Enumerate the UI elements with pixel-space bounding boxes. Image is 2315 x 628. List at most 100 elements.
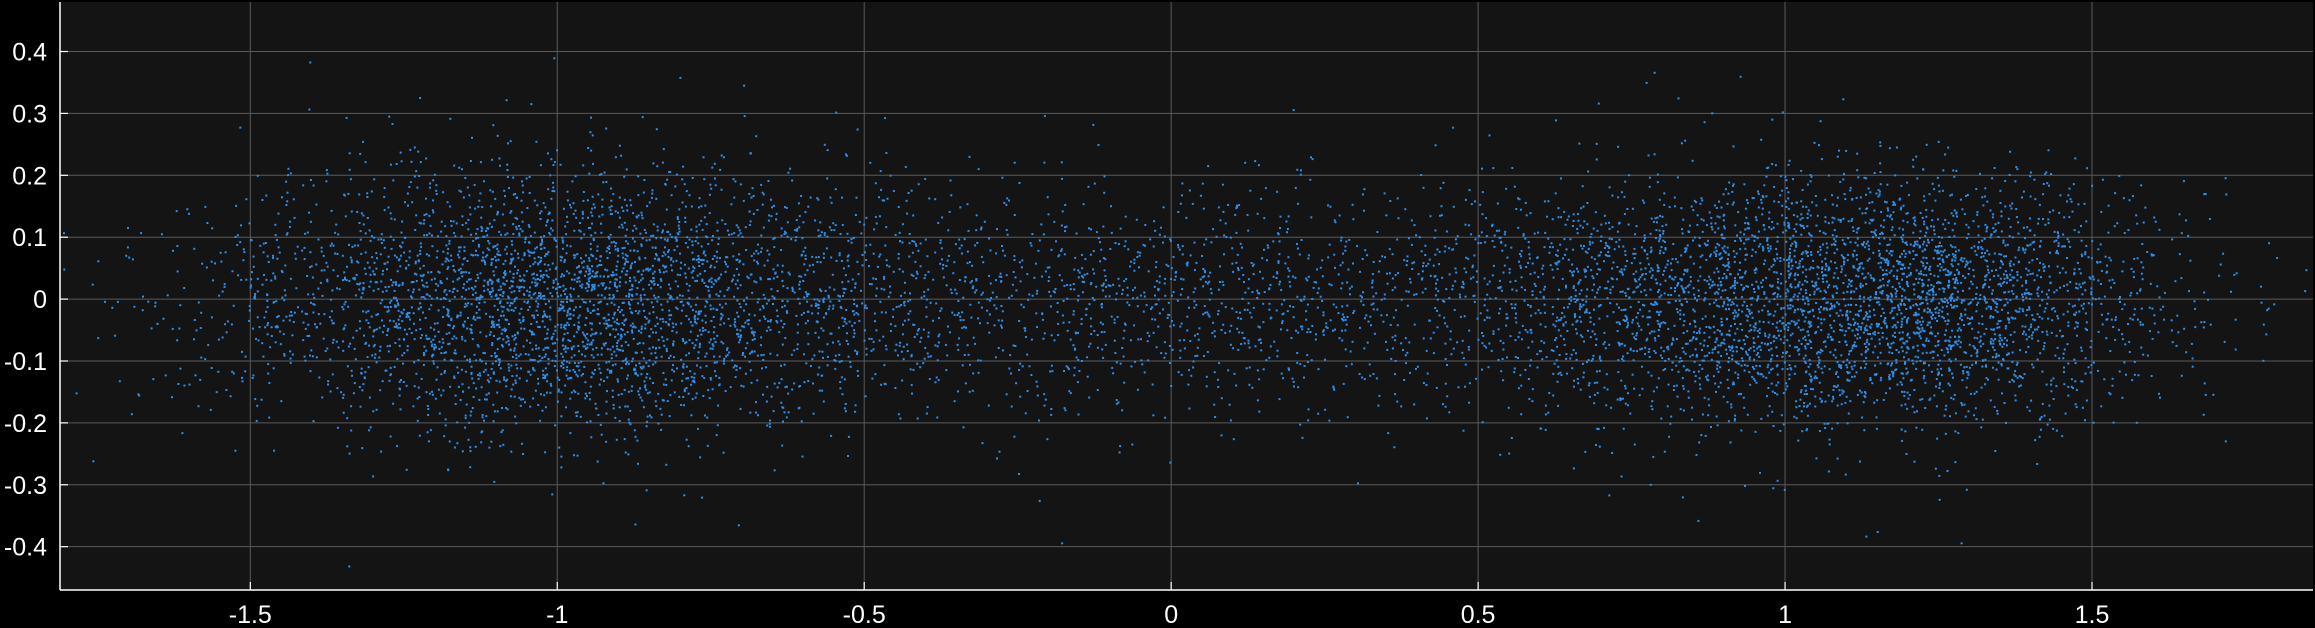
- scatter-point: [1878, 242, 1881, 245]
- scatter-point: [1235, 231, 1238, 234]
- scatter-point: [1797, 326, 1800, 329]
- scatter-point: [453, 375, 456, 378]
- scatter-point: [523, 300, 526, 303]
- scatter-point: [1905, 243, 1908, 246]
- scatter-point: [715, 280, 718, 283]
- scatter-point: [1481, 167, 1483, 170]
- scatter-point: [1187, 296, 1190, 299]
- scatter-point: [1794, 278, 1797, 281]
- scatter-point: [1884, 261, 1887, 264]
- scatter-point: [1885, 392, 1887, 395]
- scatter-point: [342, 396, 345, 399]
- scatter-point: [1625, 316, 1628, 319]
- scatter-point: [588, 343, 591, 346]
- scatter-point: [219, 251, 222, 254]
- scatter-point: [720, 188, 723, 191]
- scatter-point: [974, 291, 976, 294]
- scatter-point: [1713, 292, 1716, 295]
- scatter-point: [244, 355, 247, 358]
- scatter-point: [1132, 297, 1135, 300]
- scatter-point: [386, 310, 389, 313]
- scatter-point: [1471, 266, 1474, 269]
- scatter-point: [1418, 236, 1421, 239]
- scatter-point: [1838, 365, 1841, 368]
- scatter-point: [1853, 249, 1856, 252]
- scatter-point: [602, 282, 605, 285]
- scatter-point: [1776, 373, 1779, 376]
- scatter-point: [987, 404, 990, 407]
- scatter-point: [634, 310, 637, 312]
- scatter-point: [2036, 358, 2039, 361]
- scatter-point: [756, 209, 759, 211]
- scatter-point: [263, 273, 265, 276]
- scatter-point: [432, 362, 435, 365]
- scatter-point: [1809, 294, 1811, 296]
- scatter-point: [1520, 384, 1523, 387]
- scatter-point: [791, 388, 794, 391]
- scatter-point: [1925, 226, 1928, 229]
- scatter-point: [614, 285, 616, 288]
- scatter-point: [561, 307, 564, 309]
- scatter-point: [1160, 226, 1162, 229]
- scatter-point: [399, 244, 401, 247]
- scatter-point: [478, 398, 481, 401]
- scatter-point: [1760, 198, 1763, 201]
- scatter-point: [505, 99, 508, 102]
- scatter-point: [570, 346, 573, 349]
- scatter-point: [1790, 267, 1793, 270]
- scatter-point: [1638, 325, 1641, 328]
- scatter-point: [2133, 313, 2136, 316]
- scatter-point: [2046, 333, 2049, 336]
- scatter-point: [679, 76, 682, 79]
- scatter-point: [533, 316, 536, 319]
- scatter-point: [1186, 315, 1189, 318]
- scatter-point: [1205, 375, 1208, 378]
- scatter-point: [405, 316, 408, 319]
- scatter-point: [1744, 258, 1747, 261]
- scatter-point: [470, 253, 473, 256]
- scatter-point: [1905, 453, 1908, 455]
- scatter-point: [1631, 318, 1634, 321]
- scatter-point: [175, 210, 178, 213]
- scatter-point: [500, 431, 503, 434]
- scatter-point: [581, 353, 583, 356]
- scatter-point: [636, 374, 639, 377]
- scatter-point: [1208, 280, 1211, 283]
- scatter-point: [297, 306, 299, 309]
- scatter-point: [1577, 282, 1580, 285]
- scatter-point: [1801, 283, 1804, 286]
- scatter-point: [361, 389, 364, 392]
- scatter-point: [1745, 285, 1748, 288]
- scatter-point: [375, 361, 378, 364]
- scatter-point: [372, 289, 375, 292]
- scatter-point: [1982, 204, 1985, 207]
- scatter-point: [1473, 300, 1476, 303]
- scatter-point: [1664, 279, 1667, 282]
- scatter-point: [1306, 354, 1309, 357]
- scatter-point: [617, 323, 620, 326]
- scatter-point: [1380, 298, 1383, 301]
- scatter-point: [1944, 273, 1947, 276]
- scatter-point: [576, 454, 579, 457]
- scatter-point: [1413, 403, 1416, 406]
- scatter-point: [1269, 284, 1272, 286]
- scatter-point: [1452, 248, 1455, 251]
- scatter-point: [1952, 306, 1955, 309]
- scatter-point: [1479, 203, 1482, 206]
- scatter-point: [1791, 305, 1794, 308]
- scatter-point: [536, 314, 539, 317]
- scatter-point: [1268, 302, 1271, 305]
- scatter-point: [2100, 302, 2103, 305]
- scatter-point: [1765, 296, 1768, 299]
- scatter-point: [1422, 186, 1425, 189]
- scatter-point: [608, 297, 611, 300]
- scatter-point: [368, 326, 371, 329]
- scatter-point: [315, 203, 318, 206]
- scatter-point: [400, 231, 403, 234]
- scatter-point: [1804, 389, 1807, 392]
- scatter-point: [409, 181, 412, 184]
- scatter-point: [1658, 323, 1661, 326]
- scatter-point: [1897, 351, 1900, 354]
- scatter-point: [868, 283, 871, 285]
- scatter-point: [291, 353, 294, 356]
